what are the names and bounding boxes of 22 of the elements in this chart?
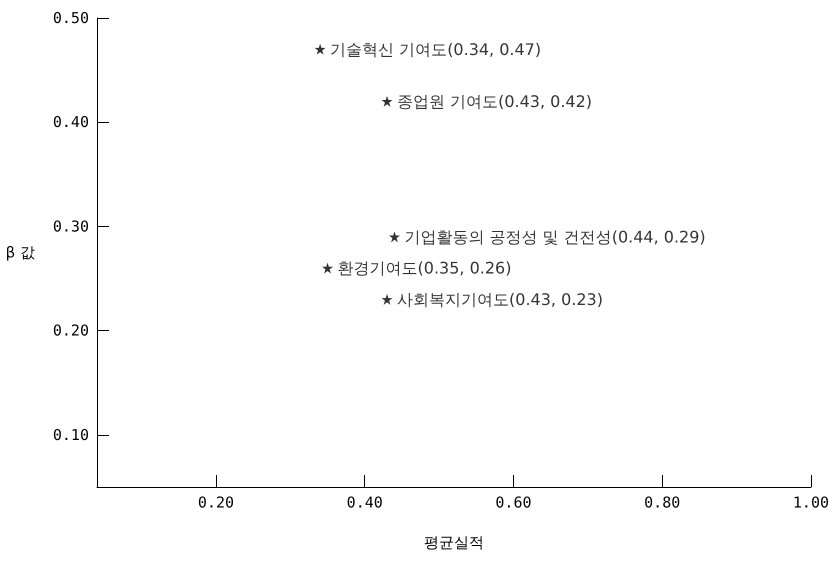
point xyxy=(314,44,326,55)
annotation: 기술혁신 기여도(0.34, 0.47) xyxy=(330,40,542,59)
y-tick-label: 0.40 xyxy=(52,113,89,132)
annotation: 사회복지기여도(0.43, 0.23) xyxy=(397,290,603,309)
annotation: 환경기여도(0.35, 0.26) xyxy=(338,258,512,278)
annotation: 종업원 기여도(0.43, 0.42) xyxy=(397,92,592,111)
point xyxy=(382,294,393,305)
y-tick-label: 0.30 xyxy=(52,217,89,236)
y-axis-title: β 값 xyxy=(6,244,35,262)
x-tick-label: 0.60 xyxy=(495,494,532,512)
point xyxy=(382,96,393,107)
x-tick-label: 1.00 xyxy=(792,494,829,512)
y-tick-label: 0.50 xyxy=(52,9,89,27)
x-tick-label: 0.40 xyxy=(346,494,383,512)
point xyxy=(322,262,334,274)
point xyxy=(388,231,400,242)
annotation: 기업활동의 공정성 및 건전성(0.44, 0.29) xyxy=(404,227,706,246)
y-tick-label: 0.10 xyxy=(52,426,89,444)
x-axis-title: 평균실적 xyxy=(424,534,484,552)
x-tick-label: 0.80 xyxy=(644,494,680,512)
y-tick-label: 0.20 xyxy=(52,322,89,340)
x-tick-label: 0.20 xyxy=(198,494,234,512)
